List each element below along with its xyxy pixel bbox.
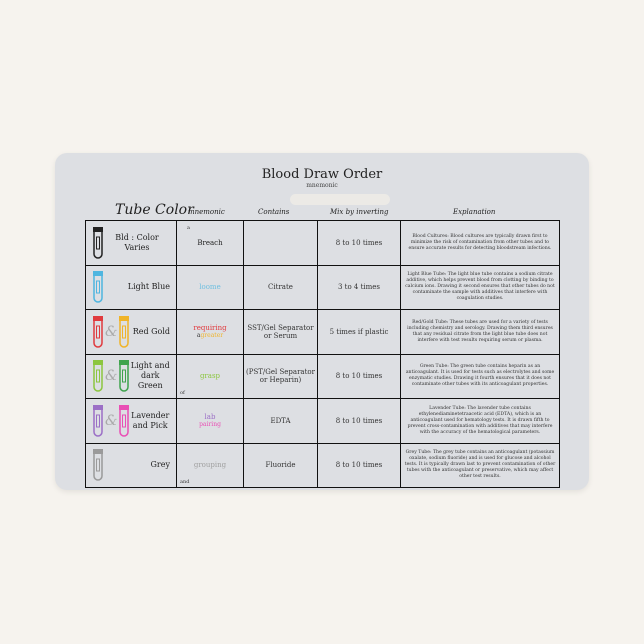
table-row: & Red Gold requiring agreater SST/Gel Separa… [85, 309, 560, 355]
test-tube-icon [93, 271, 103, 303]
test-tube-icon [119, 404, 130, 437]
mnemonic-cell: and grouping [176, 442, 244, 488]
mnemonic-word: requiring [193, 324, 227, 333]
contains-cell: SST/Gel Separator or Serum [243, 309, 318, 355]
mix-cell: 5 times if plastic [317, 309, 401, 355]
explanation-cell: Grey Tube: The grey tube contains an ant… [400, 442, 560, 488]
tube-color-name: Grey [150, 460, 170, 470]
mnemonic-word: loome [199, 283, 221, 292]
mnemonic-connector: of [180, 390, 185, 396]
mix-cell: 8 to 10 times [317, 398, 401, 444]
explanation-cell: Red/Gold Tube: These tubes are used for … [400, 309, 560, 355]
mnemonic-word: grouping [193, 461, 227, 470]
draw-order-table: Bld : Color Varies a Breach 8 to 10 times Bl… [85, 220, 560, 488]
tube-color-cell: Bld : Color Varies [85, 220, 177, 266]
mnemonic-connector: a [187, 225, 190, 231]
subtitle: mnemonic [306, 182, 338, 189]
table-row: Light Blue loome Citrate 3 to 4 times Light … [85, 264, 560, 310]
explanation-cell: Green Tube: The green tube contains hepa… [400, 353, 560, 399]
mnemonic-word: lab [204, 413, 216, 422]
test-tube-icon [119, 360, 130, 392]
explanation-cell: Blood Cultures: Blood cultures are typic… [400, 220, 560, 266]
mnemonic-word: Breach [197, 238, 223, 247]
tube-color-cell: & Red Gold [85, 309, 177, 355]
header-mnemonic: mnemonic [188, 208, 225, 216]
tube-color-name: Light Blue [127, 282, 170, 292]
test-tube-icon [93, 449, 103, 481]
page-title: Blood Draw Order [261, 167, 383, 182]
contains-cell: Fluoride [243, 442, 318, 488]
mnemonic-cell: a Breach [176, 220, 244, 266]
contains-cell: EDTA [243, 398, 318, 444]
tube-color-cell: & Light and dark Green [85, 353, 177, 399]
ampersand: & [105, 368, 118, 385]
contains-cell [243, 220, 318, 266]
tube-color-name: Lavender and Pick [131, 410, 170, 430]
mnemonic-word-2: greater [200, 332, 224, 340]
tube-color-cell: & Lavender and Pick [85, 398, 177, 444]
mix-cell: 8 to 10 times [317, 442, 401, 488]
tube-color-cell: Grey [85, 442, 177, 488]
contains-cell: (PST/Gel Separator or Heparin) [243, 353, 318, 399]
mix-cell: 8 to 10 times [317, 353, 401, 399]
mnemonic-cell: requiring agreater [176, 309, 244, 355]
test-tube-icon [93, 360, 103, 392]
tube-color-cell: Light Blue [85, 264, 177, 310]
tube-color-name: Red Gold [132, 326, 170, 336]
mix-cell: 3 to 4 times [317, 264, 401, 310]
explanation-cell: Lavender Tube: The lavender tube contain… [400, 398, 560, 444]
mnemonic-word: grasp [199, 372, 221, 381]
ampersand: & [105, 412, 118, 429]
tube-color-name: Bld : Color Varies [115, 232, 159, 252]
test-tube-icon [93, 315, 103, 348]
mnemonic-word-2: pairing [199, 421, 221, 429]
table-row: Bld : Color Varies a Breach 8 to 10 times Bl… [85, 220, 560, 266]
table-row: Grey and grouping Fluoride 8 to 10 times Grey… [85, 442, 560, 488]
table-row: & Lavender and Pick lab pairing EDTA 8 to 10 … [85, 398, 560, 444]
header-explanation: Explanation [453, 208, 496, 216]
mnemonic-prefix: a [196, 332, 201, 340]
tube-color-name: Light and dark Green [130, 361, 170, 391]
test-tube-icon [119, 315, 130, 348]
test-tube-icon [93, 226, 103, 259]
mnemonic-cell: of grasp [176, 353, 244, 399]
mnemonic-cell: lab pairing [176, 398, 244, 444]
blood-draw-order-card: Blood Draw Order mnemonic Tube Color mne… [55, 153, 589, 490]
ampersand: & [105, 323, 118, 340]
contains-cell: Citrate [243, 264, 318, 310]
mix-cell: 8 to 10 times [317, 220, 401, 266]
header-mix: Mix by inverting [330, 208, 389, 216]
mnemonic-cell: loome [176, 264, 244, 310]
header-tube-color: Tube Color [115, 202, 194, 218]
badge-slot [290, 194, 390, 205]
header-contains: Contains [258, 208, 290, 216]
mnemonic-connector: and [180, 479, 190, 485]
test-tube-icon [93, 404, 103, 437]
explanation-cell: Light Blue Tube: The light blue tube con… [400, 264, 560, 310]
table-row: & Light and dark Green of grasp (PST/Gel Sep… [85, 353, 560, 399]
